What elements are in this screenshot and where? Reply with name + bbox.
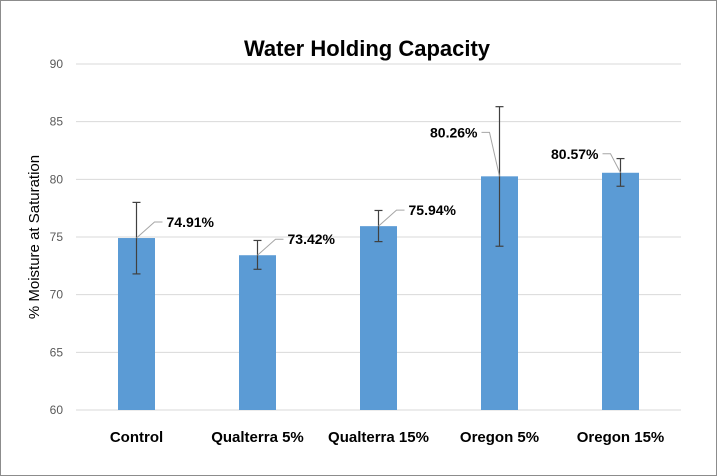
chart-title: Water Holding Capacity [244, 36, 491, 61]
data-label: 75.94% [409, 202, 457, 218]
y-tick-label: 90 [50, 57, 64, 71]
y-tick-label: 70 [50, 288, 64, 302]
x-tick-label: Qualterra 5% [211, 429, 304, 446]
data-label: 74.91% [167, 214, 215, 230]
label-leader-line [378, 209, 405, 227]
x-tick-label: Qualterra 15% [328, 429, 429, 446]
x-tick-label: Control [110, 429, 163, 446]
bar [360, 226, 397, 410]
label-leader-line [257, 238, 284, 256]
data-label: 73.42% [288, 231, 336, 247]
label-leaders [136, 131, 621, 256]
x-tick-label: Oregon 5% [460, 429, 539, 446]
y-axis-label: % Moisture at Saturation [26, 155, 43, 319]
data-label: 80.26% [430, 124, 478, 140]
x-tick-label: Oregon 15% [577, 429, 665, 446]
y-tick-label: 65 [50, 345, 64, 359]
label-leader-line [602, 153, 621, 173]
bars [118, 172, 639, 410]
y-tick-label: 60 [50, 403, 64, 417]
y-axis-ticks: 60 65 70 75 80 85 90 [50, 57, 64, 417]
data-labels: 74.91% 73.42% 75.94% 80.26% 80.57% [167, 124, 600, 247]
label-leader-line [481, 131, 500, 177]
y-tick-label: 85 [50, 115, 64, 129]
label-leader-line [136, 221, 163, 239]
x-axis-ticks: Control Qualterra 5% Qualterra 15% Oregon 5… [110, 429, 664, 446]
bar [602, 172, 639, 410]
data-label: 80.57% [551, 146, 599, 162]
y-tick-label: 75 [50, 230, 64, 244]
y-tick-label: 80 [50, 172, 64, 186]
bar [239, 255, 276, 410]
